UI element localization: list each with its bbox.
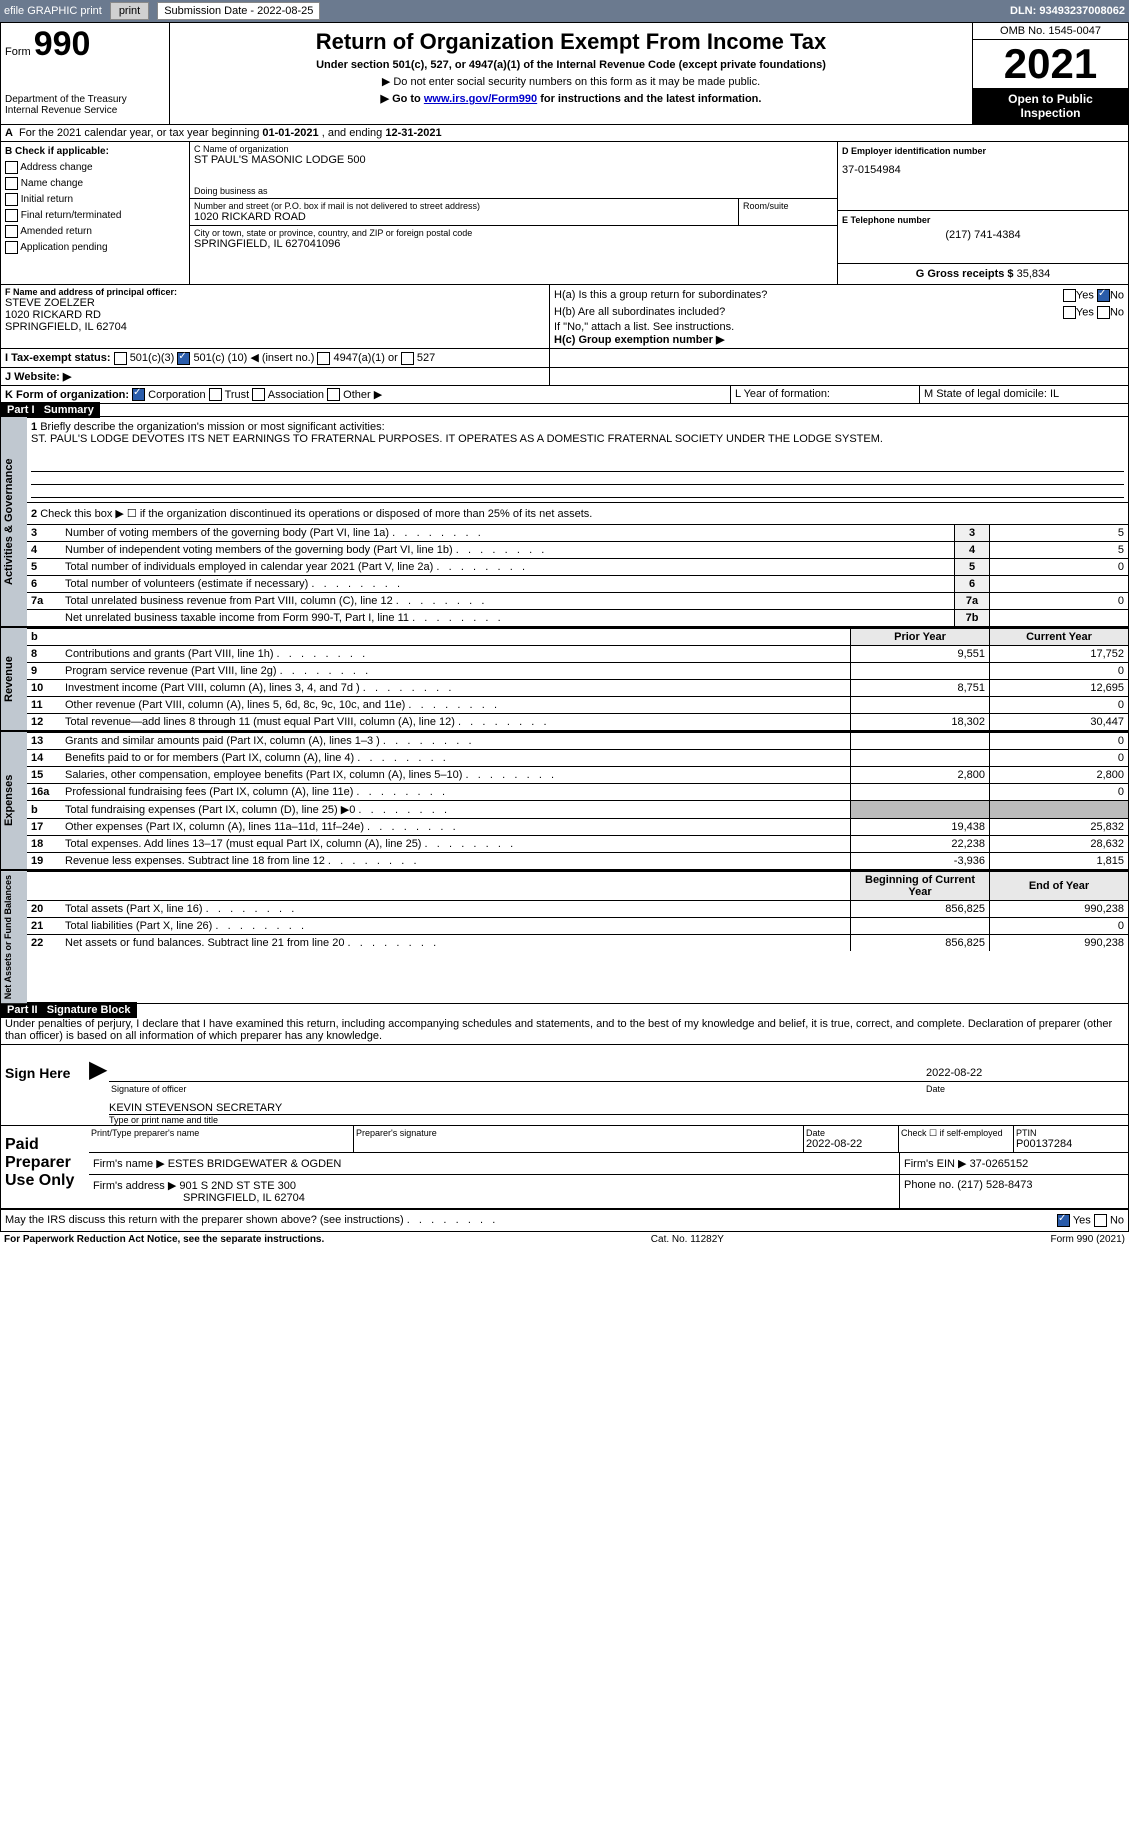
table-row: 6Total number of volunteers (estimate if… <box>27 576 1128 593</box>
paid-preparer: Paid Preparer Use Only <box>1 1126 89 1208</box>
table-row: 20Total assets (Part X, line 16)856,8259… <box>27 901 1128 918</box>
sign-here: Sign Here <box>1 1045 89 1125</box>
table-row: 3Number of voting members of the governi… <box>27 525 1128 542</box>
cb-final: Final return/terminated <box>5 208 185 224</box>
form-year-cell: OMB No. 1545-0047 2021 Open to Public In… <box>973 23 1128 124</box>
table-row: 21Total liabilities (Part X, line 26)0 <box>27 918 1128 935</box>
top-bar: efile GRAPHIC print print Submission Dat… <box>0 0 1129 22</box>
arrow-note-2: ▶ Go to www.irs.gov/Form990 for instruct… <box>176 92 966 105</box>
section-j: J Website: ▶ <box>1 368 550 385</box>
arrow-note-1: ▶ Do not enter social security numbers o… <box>176 75 966 88</box>
cb-initial: Initial return <box>5 192 185 208</box>
ein: 37-0154984 <box>842 164 1124 176</box>
table-row: 10Investment income (Part VIII, column (… <box>27 680 1128 697</box>
page-footer: For Paperwork Reduction Act Notice, see … <box>0 1232 1129 1247</box>
submission-date: Submission Date - 2022-08-25 <box>157 2 320 20</box>
phone: (217) 741-4384 <box>842 229 1124 241</box>
may-irs-row: May the IRS discuss this return with the… <box>1 1209 1128 1231</box>
section-deg: D Employer identification number 37-0154… <box>838 142 1128 284</box>
print-button[interactable]: print <box>110 2 149 20</box>
cb-amended: Amended return <box>5 224 185 240</box>
section-l: L Year of formation: <box>731 386 920 404</box>
period-text: For the 2021 calendar year, or tax year … <box>19 127 442 139</box>
table-row: 12Total revenue—add lines 8 through 11 (… <box>27 714 1128 731</box>
table-row: 13Grants and similar amounts paid (Part … <box>27 733 1128 750</box>
table-row: 9Program service revenue (Part VIII, lin… <box>27 663 1128 680</box>
table-row: 11Other revenue (Part VIII, column (A), … <box>27 697 1128 714</box>
cb-application: Application pending <box>5 240 185 256</box>
form-subtitle: Under section 501(c), 527, or 4947(a)(1)… <box>176 59 966 71</box>
org-name: ST PAUL'S MASONIC LODGE 500 <box>194 154 833 166</box>
section-k: K Form of organization: Corporation Trus… <box>1 386 731 404</box>
cb-address: Address change <box>5 160 185 176</box>
sign-arrow-icon: ▶ <box>89 1045 109 1125</box>
gross-receipts: 35,834 <box>1017 268 1051 280</box>
table-row: 17Other expenses (Part IX, column (A), l… <box>27 819 1128 836</box>
table-row: 15Salaries, other compensation, employee… <box>27 767 1128 784</box>
table-row: bTotal fundraising expenses (Part IX, co… <box>27 801 1128 819</box>
part2-title: Part II Signature Block <box>1 1002 137 1018</box>
tax-year: 2021 <box>973 40 1128 88</box>
form-label: Form <box>5 46 31 58</box>
form-title: Return of Organization Exempt From Incom… <box>176 29 966 55</box>
dln: DLN: 93493237008062 <box>1010 5 1125 17</box>
vert-revenue: Revenue <box>1 628 27 730</box>
revenue-table: bPrior YearCurrent Year 8Contributions a… <box>27 628 1128 730</box>
mission-text: ST. PAUL'S LODGE DEVOTES ITS NET EARNING… <box>31 433 883 445</box>
officer-name: KEVIN STEVENSON SECRETARY <box>109 1102 1128 1115</box>
org-city: SPRINGFIELD, IL 627041096 <box>194 238 833 250</box>
netassets-table: Beginning of Current YearEnd of Year 20T… <box>27 871 1128 951</box>
vert-governance: Activities & Governance <box>1 417 27 626</box>
cb-name: Name change <box>5 176 185 192</box>
vert-netassets: Net Assets or Fund Balances <box>1 871 27 1003</box>
vert-expenses: Expenses <box>1 732 27 869</box>
table-row: 8Contributions and grants (Part VIII, li… <box>27 646 1128 663</box>
section-f: F Name and address of principal officer:… <box>1 285 550 348</box>
table-row: 4Number of independent voting members of… <box>27 542 1128 559</box>
section-a: A <box>5 127 19 139</box>
org-address: 1020 RICKARD ROAD <box>194 211 734 223</box>
open-public: Open to Public Inspection <box>973 88 1128 124</box>
part1-title: Part I Summary <box>1 402 100 418</box>
section-h: H(a) Is this a group return for subordin… <box>550 285 1128 348</box>
table-row: 19Revenue less expenses. Subtract line 1… <box>27 853 1128 870</box>
form-header-cell: Form 990 Department of the Treasury Inte… <box>1 23 170 124</box>
section-b: B Check if applicable: Address change Na… <box>1 142 190 284</box>
expenses-table: 13Grants and similar amounts paid (Part … <box>27 732 1128 869</box>
table-row: 18Total expenses. Add lines 13–17 (must … <box>27 836 1128 853</box>
section-i: I Tax-exempt status: 501(c)(3) 501(c) (1… <box>1 349 550 367</box>
form-number: 990 <box>34 25 91 63</box>
table-row: 5Total number of individuals employed in… <box>27 559 1128 576</box>
section-c: C Name of organization ST PAUL'S MASONIC… <box>190 142 838 284</box>
dept-treasury: Department of the Treasury <box>5 94 165 105</box>
governance-table: 3Number of voting members of the governi… <box>27 524 1128 626</box>
penalty-text: Under penalties of perjury, I declare th… <box>1 1016 1128 1045</box>
efile-label: efile GRAPHIC print <box>4 5 102 17</box>
omb-number: OMB No. 1545-0047 <box>973 23 1128 40</box>
section-m: M State of legal domicile: IL <box>920 386 1128 404</box>
irs-label: Internal Revenue Service <box>5 105 165 116</box>
table-row: Net unrelated business taxable income fr… <box>27 610 1128 627</box>
table-row: 7aTotal unrelated business revenue from … <box>27 593 1128 610</box>
form-title-cell: Return of Organization Exempt From Incom… <box>170 23 973 124</box>
table-row: 16aProfessional fundraising fees (Part I… <box>27 784 1128 801</box>
table-row: 14Benefits paid to or for members (Part … <box>27 750 1128 767</box>
irs-link[interactable]: www.irs.gov/Form990 <box>424 93 537 105</box>
table-row: 22Net assets or fund balances. Subtract … <box>27 935 1128 952</box>
